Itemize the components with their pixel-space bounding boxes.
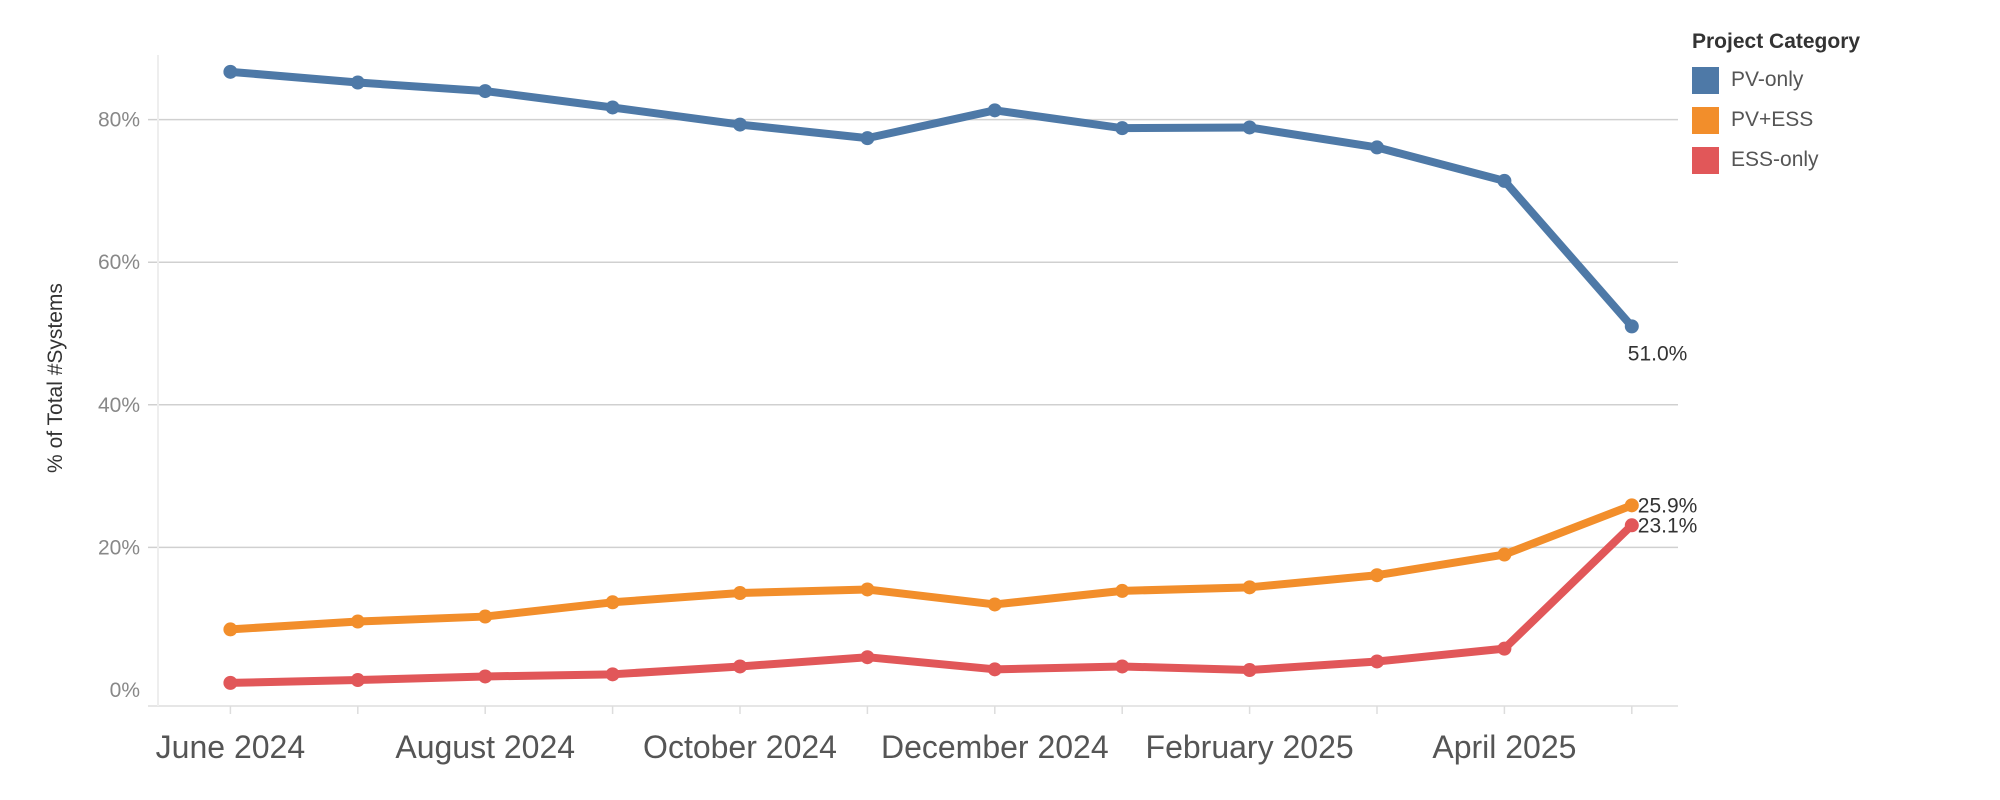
data-point-pv-ess[interactable] xyxy=(987,597,1002,612)
series-line-ess-only xyxy=(226,521,1636,687)
series-line-pv-ess xyxy=(226,501,1636,634)
data-point-pv-ess[interactable] xyxy=(733,586,747,601)
y-tick-labels: 0% 20% 40% 60% 80% xyxy=(98,109,140,702)
data-point-pv-ess[interactable] xyxy=(478,609,493,624)
legend-title: Project Category xyxy=(1692,30,1861,53)
data-point-pv-only[interactable] xyxy=(1242,120,1257,135)
y-tick-label: 60% xyxy=(98,251,140,274)
data-point-pv-ess[interactable] xyxy=(1370,568,1384,583)
x-tick-labels: June 2024 August 2024 October 2024 December… xyxy=(156,729,1577,765)
data-point-pv-ess[interactable] xyxy=(350,614,365,629)
data-point-pv-only[interactable] xyxy=(1370,140,1384,155)
y-tick-label: 80% xyxy=(98,109,140,132)
legend-label-pv-only: PV-only xyxy=(1731,68,1804,91)
data-point-pv-only[interactable] xyxy=(733,117,747,132)
x-tick-label: December 2024 xyxy=(881,729,1109,765)
end-label-pv-only: 51.0% xyxy=(1628,342,1688,365)
data-point-ess-only[interactable] xyxy=(1370,654,1384,669)
data-point-pv-ess[interactable] xyxy=(223,622,238,637)
data-point-ess-only[interactable] xyxy=(223,675,238,690)
legend-label-ess-only: ESS-only xyxy=(1731,148,1819,171)
data-point-pv-only[interactable] xyxy=(860,131,875,146)
end-label-ess-only: 23.1% xyxy=(1638,514,1698,537)
y-axis-title: % of Total #Systems xyxy=(44,283,67,473)
legend-label-pv-ess: PV+ESS xyxy=(1731,108,1814,131)
data-point-pv-ess[interactable] xyxy=(860,582,875,597)
data-point-ess-only[interactable] xyxy=(1497,641,1512,656)
data-point-pv-only[interactable] xyxy=(223,64,238,79)
data-point-ess-only[interactable] xyxy=(350,673,365,688)
data-point-pv-only[interactable] xyxy=(1497,173,1512,188)
gridlines xyxy=(148,118,1678,549)
legend-item-pv-only[interactable]: PV-only xyxy=(1692,60,1860,100)
data-point-pv-only[interactable] xyxy=(1624,319,1639,334)
data-point-ess-only[interactable] xyxy=(733,659,747,674)
data-point-ess-only[interactable] xyxy=(478,669,493,684)
legend-swatch-ess-only xyxy=(1692,146,1719,174)
data-point-ess-only[interactable] xyxy=(1624,518,1639,533)
data-point-pv-only[interactable] xyxy=(350,75,365,90)
series-line-pv-only xyxy=(226,67,1636,331)
data-point-ess-only[interactable] xyxy=(1242,663,1257,678)
data-point-pv-only[interactable] xyxy=(605,100,620,115)
series-layer xyxy=(223,64,1639,690)
x-tick-label: February 2025 xyxy=(1146,729,1354,765)
data-labels: 51.0% 25.9%23.1% xyxy=(1628,342,1698,537)
x-tick-label: June 2024 xyxy=(156,729,305,765)
end-label-pv-ess: 25.9% xyxy=(1638,494,1698,517)
data-point-pv-ess[interactable] xyxy=(605,595,620,610)
y-tick-label: 0% xyxy=(110,679,140,702)
x-tick-label: October 2024 xyxy=(643,729,837,765)
x-tick-label: August 2024 xyxy=(395,729,575,765)
data-point-pv-ess[interactable] xyxy=(1497,547,1512,562)
y-tick-label: 20% xyxy=(98,536,140,559)
data-point-pv-ess[interactable] xyxy=(1624,498,1639,513)
data-point-pv-only[interactable] xyxy=(1115,121,1130,136)
legend-item-ess-only[interactable]: ESS-only xyxy=(1692,140,1860,180)
legend-swatch-pv-ess xyxy=(1692,106,1719,134)
data-point-pv-ess[interactable] xyxy=(1115,583,1130,598)
data-point-ess-only[interactable] xyxy=(605,667,620,682)
y-tick-label: 40% xyxy=(98,394,140,417)
data-point-pv-only[interactable] xyxy=(478,84,493,99)
data-point-ess-only[interactable] xyxy=(987,662,1002,677)
data-point-ess-only[interactable] xyxy=(860,650,875,665)
legend-item-pv-ess[interactable]: PV+ESS xyxy=(1692,100,1860,140)
data-point-pv-ess[interactable] xyxy=(1242,580,1257,595)
legend-swatch-pv-only xyxy=(1692,66,1719,94)
x-tick-label: April 2025 xyxy=(1432,729,1576,765)
legend: Project Category PV-only PV+ESS ESS-only xyxy=(1692,30,1860,180)
x-tick-marks xyxy=(229,706,1633,714)
data-point-ess-only[interactable] xyxy=(1115,659,1130,674)
data-point-pv-only[interactable] xyxy=(987,103,1002,118)
